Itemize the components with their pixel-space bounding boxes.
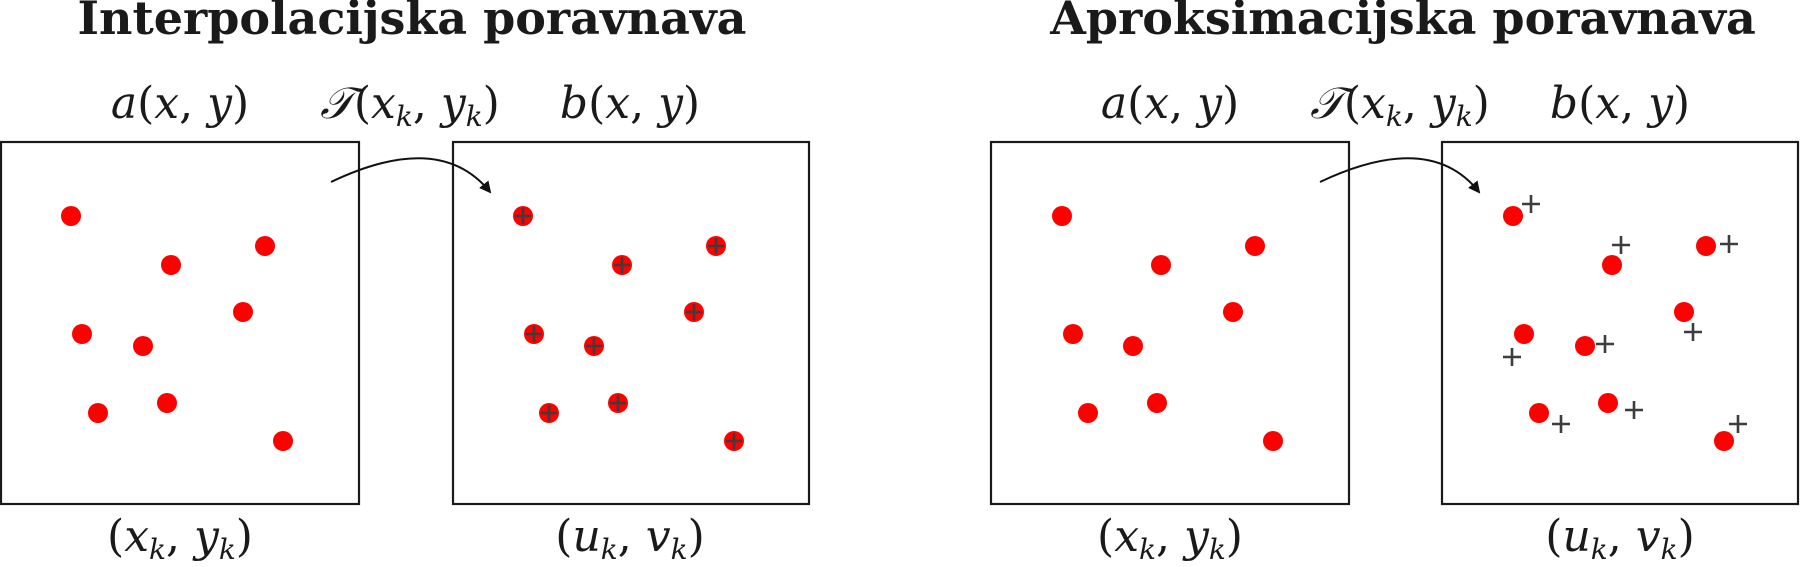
left-function-label: a(x, y) (111, 78, 249, 129)
interpolation-title: Interpolacijska poravnava (78, 0, 747, 45)
source-point (1063, 324, 1083, 344)
plus-marker (726, 433, 742, 449)
right-function-label: b(x, y) (560, 78, 700, 129)
source-point (1123, 336, 1143, 356)
target-point (1602, 255, 1622, 275)
target-panel (451, 140, 811, 506)
target-point (1714, 431, 1734, 451)
target-point (1503, 206, 1523, 226)
approximation-diagram: Aproksimacijska poravnava a(x, y) 𝒯(xk, … (989, 0, 1800, 566)
transform-label: 𝒯(xk, yk) (1310, 78, 1490, 133)
source-point (88, 403, 108, 423)
target-coords-label: (uk, vk) (1545, 511, 1694, 566)
source-point (72, 324, 92, 344)
transform-arrow (330, 157, 492, 194)
transformed-markers (1503, 195, 1747, 433)
source-panel (0, 140, 361, 506)
plus-marker (1596, 335, 1614, 353)
plus-marker (1625, 401, 1643, 419)
source-point (61, 206, 81, 226)
plus-marker (610, 395, 626, 411)
plus-marker (526, 326, 542, 342)
plus-marker (686, 304, 702, 320)
transform-arrow (1319, 157, 1481, 194)
plus-marker (1503, 348, 1521, 366)
plus-marker (614, 257, 630, 273)
target-point (1696, 236, 1716, 256)
plus-marker (1684, 323, 1702, 341)
target-points (1503, 206, 1734, 451)
target-panel (1440, 140, 1800, 506)
plus-marker (1522, 195, 1540, 213)
plus-marker (541, 405, 557, 421)
source-point (1263, 431, 1283, 451)
source-point (233, 302, 253, 322)
target-point (1575, 336, 1595, 356)
source-point (133, 336, 153, 356)
source-points (1052, 206, 1283, 451)
plus-marker (1612, 236, 1630, 254)
source-point (1052, 206, 1072, 226)
target-point (1514, 324, 1534, 344)
plus-marker (708, 238, 724, 254)
target-coords-label: (uk, vk) (555, 511, 704, 566)
source-point (273, 431, 293, 451)
plus-marker (1552, 415, 1570, 433)
transformed-markers (515, 208, 742, 449)
source-coords-label: (xk, yk) (1097, 511, 1243, 566)
target-point (1529, 403, 1549, 423)
plus-marker (1720, 235, 1738, 253)
target-point (1674, 302, 1694, 322)
right-function-label: b(x, y) (1550, 78, 1690, 129)
source-point (1078, 403, 1098, 423)
source-point (1223, 302, 1243, 322)
plus-marker (1729, 415, 1747, 433)
source-point (1245, 236, 1265, 256)
source-coords-label: (xk, yk) (107, 511, 253, 566)
plus-marker (515, 208, 531, 224)
transform-label: 𝒯(xk, yk) (320, 78, 500, 133)
source-point (1147, 393, 1167, 413)
source-points (61, 206, 293, 451)
plus-marker (586, 338, 602, 354)
approximation-title: Aproksimacijska poravnava (1049, 0, 1756, 45)
source-point (255, 236, 275, 256)
source-point (157, 393, 177, 413)
interpolation-diagram: Interpolacijska poravnava a(x, y) 𝒯(xk, … (0, 0, 811, 566)
source-point (1151, 255, 1171, 275)
source-panel (989, 140, 1351, 506)
source-point (161, 255, 181, 275)
target-point (1598, 393, 1618, 413)
left-function-label: a(x, y) (1101, 78, 1239, 129)
